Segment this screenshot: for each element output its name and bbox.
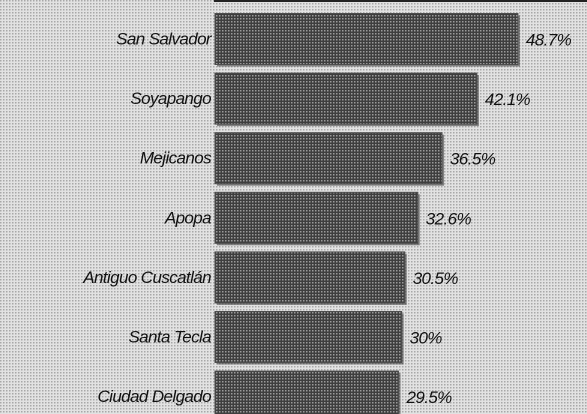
value-label: 48.7% bbox=[526, 30, 572, 49]
category-label: Antiguo Cuscatlán bbox=[82, 268, 211, 287]
bar bbox=[214, 72, 478, 125]
category-label: San Salvador bbox=[116, 29, 213, 48]
bar bbox=[214, 311, 403, 363]
value-label: 32.6% bbox=[426, 209, 472, 228]
category-label: Soyapango bbox=[130, 89, 211, 108]
bar bbox=[214, 251, 406, 304]
value-label: 30% bbox=[410, 328, 443, 347]
value-label: 30.5% bbox=[413, 269, 459, 288]
bar bbox=[214, 13, 519, 65]
category-label: Apopa bbox=[164, 208, 211, 227]
category-label: Ciudad Delgado bbox=[97, 387, 211, 406]
bar bbox=[214, 191, 419, 244]
value-label: 29.5% bbox=[405, 388, 452, 407]
value-label: 42.1% bbox=[485, 90, 531, 109]
bar bbox=[214, 370, 399, 414]
value-label: 36.5% bbox=[450, 150, 496, 169]
bar bbox=[214, 132, 443, 185]
category-label: Mejicanos bbox=[140, 149, 212, 168]
category-label: Santa Tecla bbox=[128, 327, 211, 346]
